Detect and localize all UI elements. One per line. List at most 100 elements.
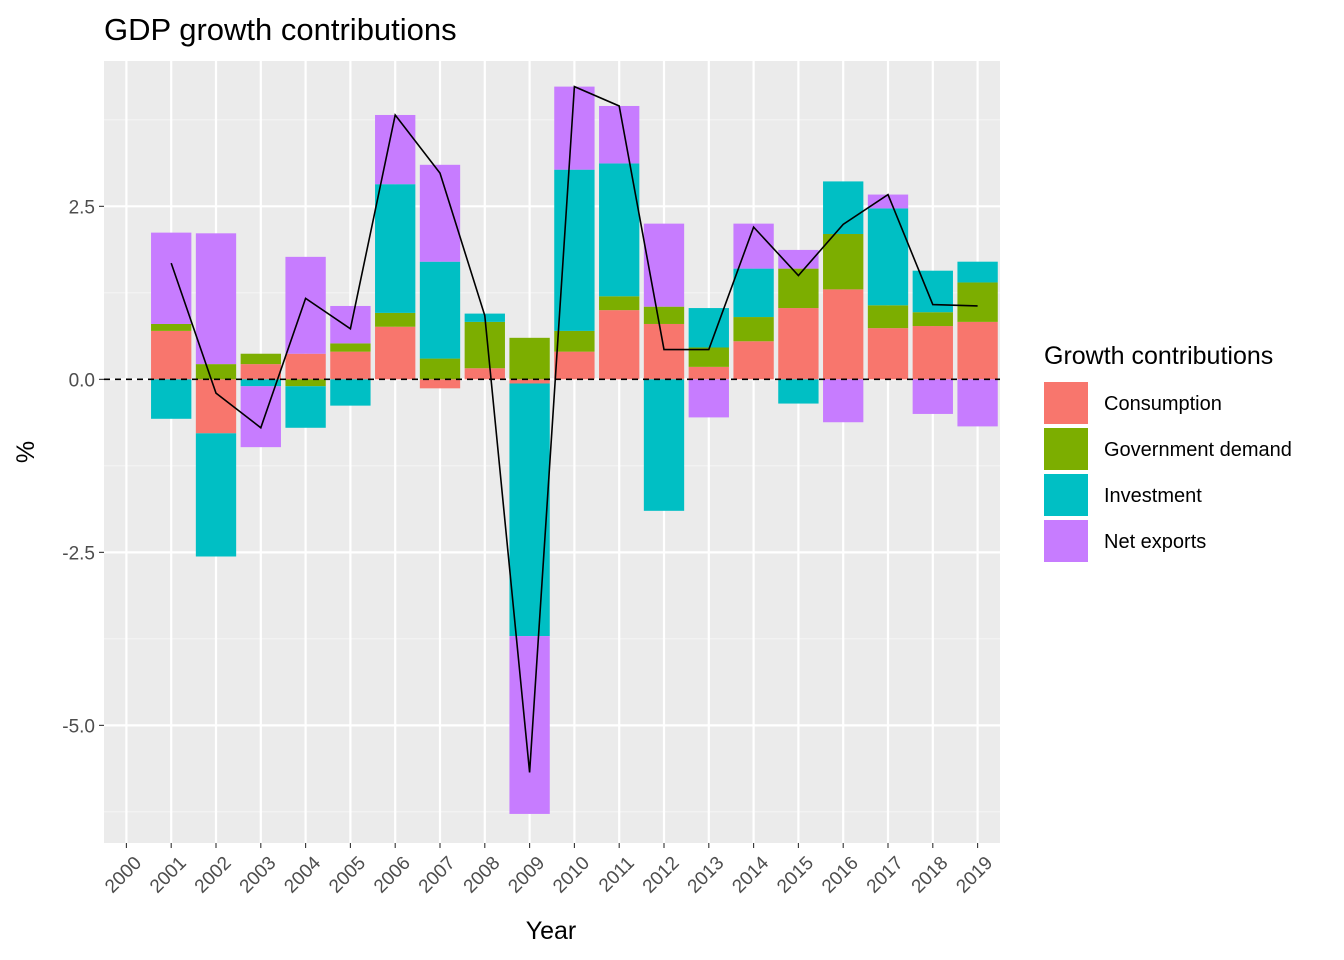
x-tick-label: 2013 xyxy=(684,853,729,898)
x-tick-label: 2001 xyxy=(146,853,191,898)
bar-investment-2004 xyxy=(285,386,326,428)
bar-government-demand-2016 xyxy=(823,234,864,290)
bar-consumption-2017 xyxy=(867,328,909,380)
bar-government-demand-2009 xyxy=(509,337,550,380)
bar-consumption-2011 xyxy=(599,310,640,380)
x-tick-label: 2018 xyxy=(908,853,953,898)
bar-consumption-2009 xyxy=(509,379,550,384)
bar-consumption-2015 xyxy=(778,308,819,380)
y-tick-label: -5.0 xyxy=(62,716,95,737)
bar-net-exports-2001 xyxy=(151,232,192,324)
legend-label: Net exports xyxy=(1104,531,1206,553)
bar-net-exports-2005 xyxy=(330,305,371,344)
bar-consumption-2014 xyxy=(733,341,774,380)
total-growth-line xyxy=(170,85,978,773)
bar-consumption-2006 xyxy=(375,326,416,380)
bar-consumption-2016 xyxy=(823,289,864,380)
y-tick-label: 0.0 xyxy=(69,370,95,391)
bar-government-demand-2002 xyxy=(195,364,237,380)
bar-investment-2019 xyxy=(957,261,998,283)
bar-net-exports-2007 xyxy=(419,164,461,262)
bar-net-exports-2019 xyxy=(957,379,998,427)
legend-title: Growth contributions xyxy=(1044,342,1273,370)
bar-investment-2007 xyxy=(419,261,461,359)
bar-consumption-2012 xyxy=(643,323,685,380)
bar-government-demand-2018 xyxy=(912,312,953,327)
bar-net-exports-2002 xyxy=(195,233,237,365)
bar-government-demand-2001 xyxy=(151,323,192,331)
bar-investment-2006 xyxy=(375,184,416,313)
x-tick-label: 2016 xyxy=(818,853,863,898)
bar-government-demand-2007 xyxy=(419,358,461,380)
bar-investment-2012 xyxy=(643,379,685,511)
bar-net-exports-2017 xyxy=(867,194,909,209)
bar-government-demand-2006 xyxy=(375,312,416,327)
x-tick-label: 2000 xyxy=(101,853,146,898)
bar-net-exports-2012 xyxy=(643,223,685,307)
bar-consumption-2007 xyxy=(419,379,461,389)
legend-label: Investment xyxy=(1104,485,1202,507)
bar-consumption-2013 xyxy=(688,366,729,380)
x-tick-label: 2010 xyxy=(549,853,594,898)
x-tick-label: 2003 xyxy=(236,853,281,898)
y-axis-ticks: -5.0 -2.5 0.0 2.5 xyxy=(62,197,104,737)
x-tick-label: 2006 xyxy=(370,853,415,898)
bar-government-demand-2005 xyxy=(330,343,371,352)
bar-consumption-2004 xyxy=(285,353,326,380)
bar-investment-2018 xyxy=(912,270,953,313)
x-tick-label: 2007 xyxy=(415,853,460,898)
x-tick-label: 2015 xyxy=(773,853,818,898)
bar-government-demand-2004 xyxy=(285,379,326,387)
bar-government-demand-2014 xyxy=(733,317,774,342)
bar-investment-2013 xyxy=(688,308,729,348)
bar-consumption-2002 xyxy=(195,379,237,434)
bar-consumption-2008 xyxy=(464,368,505,380)
bar-investment-2016 xyxy=(823,181,864,235)
x-tick-label: 2005 xyxy=(325,853,370,898)
y-axis-title: % xyxy=(12,441,40,463)
bar-investment-2011 xyxy=(599,163,640,297)
bar-consumption-2001 xyxy=(151,330,192,380)
bar-consumption-2019 xyxy=(957,321,998,380)
legend: Consumption Government demand Investment Ne… xyxy=(1044,382,1292,562)
legend-key-consumption xyxy=(1044,382,1088,424)
x-tick-label: 2012 xyxy=(639,853,684,898)
bar-government-demand-2008 xyxy=(464,321,505,369)
x-tick-label: 2014 xyxy=(728,852,773,897)
bar-government-demand-2017 xyxy=(867,305,909,329)
bar-consumption-2003 xyxy=(240,364,281,380)
y-tick-label: -2.5 xyxy=(62,543,95,564)
legend-key-investment xyxy=(1044,474,1088,516)
x-axis-title: Year xyxy=(526,917,577,945)
bar-consumption-2005 xyxy=(330,351,371,380)
bar-net-exports-2011 xyxy=(599,105,640,164)
bar-government-demand-2012 xyxy=(643,306,685,324)
bar-net-exports-2014 xyxy=(733,223,774,269)
bar-consumption-2010 xyxy=(554,351,595,380)
y-tick-label: 2.5 xyxy=(69,197,95,218)
legend-label: Consumption xyxy=(1104,393,1222,415)
bar-government-demand-2013 xyxy=(688,347,729,367)
bar-investment-2002 xyxy=(195,433,237,557)
bar-investment-2009 xyxy=(509,383,550,637)
bar-investment-2017 xyxy=(867,208,909,306)
legend-label: Government demand xyxy=(1104,439,1292,461)
x-axis-ticks: 2000 2001 2002 2003 2004 2005 2006 2007 2008 2009… xyxy=(101,843,997,897)
bar-net-exports-2009 xyxy=(509,636,550,814)
bar-net-exports-2013 xyxy=(688,379,729,418)
x-tick-label: 2004 xyxy=(280,852,325,897)
bar-investment-2005 xyxy=(330,379,371,406)
bar-net-exports-2018 xyxy=(912,379,953,414)
bar-government-demand-2003 xyxy=(240,353,281,365)
bar-government-demand-2010 xyxy=(554,330,595,352)
bar-layer xyxy=(151,86,998,814)
bar-government-demand-2019 xyxy=(957,282,998,322)
bar-government-demand-2011 xyxy=(599,296,640,311)
bar-investment-2015 xyxy=(778,379,819,404)
bar-investment-2001 xyxy=(151,379,192,419)
x-tick-label: 2008 xyxy=(460,853,505,898)
chart-title: GDP growth contributions xyxy=(104,12,457,47)
bar-investment-2014 xyxy=(733,268,774,318)
x-tick-label: 2002 xyxy=(191,853,236,898)
